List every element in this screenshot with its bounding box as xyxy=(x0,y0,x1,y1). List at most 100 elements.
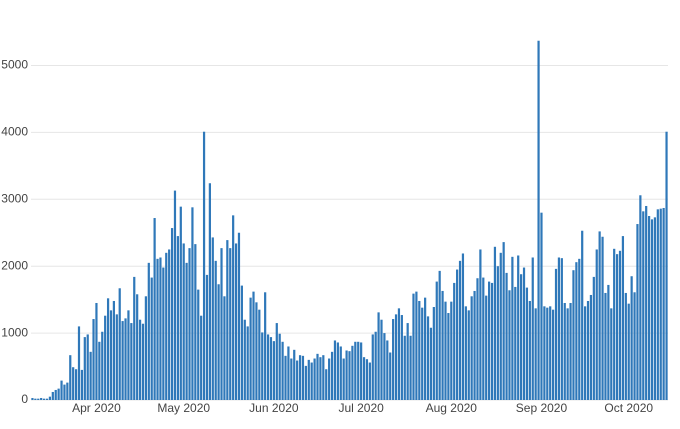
bar xyxy=(485,295,488,400)
bar xyxy=(426,316,430,400)
bar xyxy=(57,388,60,400)
bar xyxy=(80,369,84,400)
bar xyxy=(470,296,473,400)
bar xyxy=(537,40,540,401)
bar xyxy=(74,369,78,400)
bar xyxy=(287,346,290,400)
bar xyxy=(307,359,310,400)
bar xyxy=(636,224,639,400)
bar xyxy=(502,242,505,400)
bar xyxy=(604,292,607,400)
bar xyxy=(106,298,110,400)
bar xyxy=(298,355,302,400)
bar xyxy=(522,267,526,400)
bar xyxy=(392,319,395,400)
bar xyxy=(261,332,264,400)
bar xyxy=(476,278,479,400)
bar xyxy=(269,337,273,400)
bar xyxy=(232,215,235,400)
bar xyxy=(92,319,95,400)
bar xyxy=(240,285,243,400)
bar xyxy=(540,212,543,400)
bar xyxy=(357,341,360,400)
bar xyxy=(328,358,331,400)
bar xyxy=(488,281,491,400)
bar xyxy=(473,290,476,400)
bar xyxy=(456,269,459,400)
bar xyxy=(432,307,435,400)
bar xyxy=(450,301,453,400)
bar xyxy=(191,207,194,400)
bar xyxy=(217,284,220,400)
bar xyxy=(490,282,494,400)
bar xyxy=(581,230,584,400)
bar xyxy=(653,217,657,400)
bar xyxy=(83,337,86,400)
bar xyxy=(301,355,305,400)
bar xyxy=(115,314,118,400)
bar xyxy=(563,302,566,400)
bar xyxy=(202,131,206,401)
y-tick-label: 3000 xyxy=(1,191,28,205)
bar xyxy=(188,248,191,400)
bar xyxy=(121,321,124,400)
bar xyxy=(249,297,252,400)
bar xyxy=(647,216,651,400)
bar xyxy=(360,342,363,400)
bar xyxy=(185,262,188,400)
bar xyxy=(520,274,523,400)
bar xyxy=(566,308,569,400)
bar xyxy=(482,277,485,400)
bar xyxy=(633,292,636,400)
bar xyxy=(525,287,529,400)
bar xyxy=(429,327,433,400)
bar xyxy=(162,267,165,400)
bar xyxy=(104,315,107,400)
bar xyxy=(351,345,354,400)
x-tick-label: May 2020 xyxy=(157,401,210,415)
bar xyxy=(627,303,630,400)
bar xyxy=(659,208,662,400)
bar xyxy=(397,308,401,400)
bar xyxy=(223,296,226,400)
bar xyxy=(255,302,258,400)
bar xyxy=(557,257,561,400)
bar xyxy=(333,340,337,400)
bar xyxy=(394,314,398,400)
bar xyxy=(403,335,406,400)
x-tick-label: Oct 2020 xyxy=(604,401,653,415)
bar xyxy=(362,357,366,400)
bar xyxy=(284,355,287,400)
bar xyxy=(258,309,261,400)
bar xyxy=(348,351,351,400)
bar xyxy=(226,240,229,400)
bar xyxy=(546,307,549,400)
bar xyxy=(656,209,659,400)
x-tick-label: Sep 2020 xyxy=(516,401,568,415)
bar xyxy=(453,282,456,400)
bar xyxy=(438,270,441,400)
bar xyxy=(296,360,299,400)
bar xyxy=(447,313,450,400)
bar xyxy=(371,334,374,400)
bar xyxy=(412,293,415,400)
bar xyxy=(461,253,465,400)
bar xyxy=(48,396,52,400)
bar xyxy=(77,326,81,400)
bar xyxy=(281,341,284,400)
bar xyxy=(112,300,116,400)
bar xyxy=(66,382,69,400)
bar xyxy=(51,391,54,400)
bar xyxy=(621,236,625,400)
bar xyxy=(40,397,43,400)
bar xyxy=(549,306,552,400)
y-tick-label: 2000 xyxy=(1,258,28,272)
bar xyxy=(630,276,633,400)
bar xyxy=(266,334,270,400)
bar xyxy=(147,262,150,400)
bar xyxy=(354,341,357,400)
bar xyxy=(330,351,334,400)
bar xyxy=(624,292,627,400)
bar xyxy=(374,331,377,400)
x-tick-label: Jun 2020 xyxy=(249,401,299,415)
